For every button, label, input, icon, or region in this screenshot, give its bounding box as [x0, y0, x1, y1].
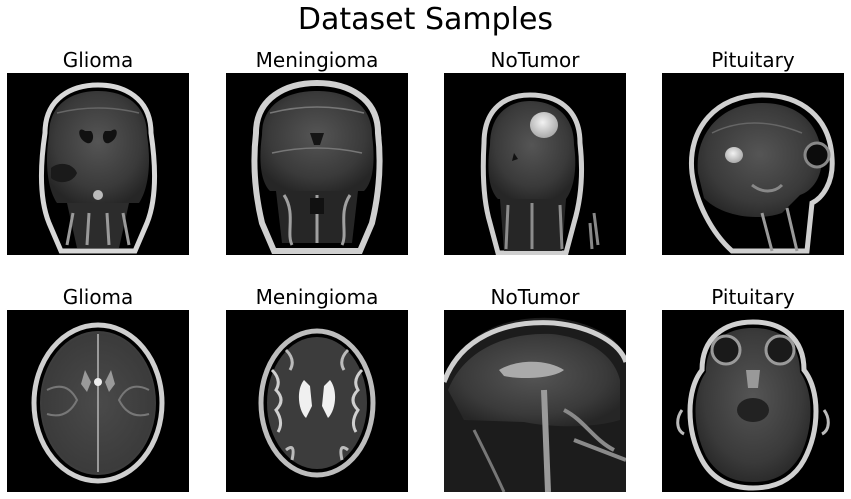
mri-image-pituitary-axial — [662, 310, 844, 492]
sample-label: Pituitary — [711, 285, 795, 309]
sample-label: NoTumor — [490, 285, 580, 309]
sample-label: Meningioma — [255, 285, 379, 309]
mri-image-pituitary-sagittal — [662, 73, 844, 255]
mri-image-meningioma-axial — [226, 310, 408, 492]
sample-label: Pituitary — [711, 48, 795, 72]
sample-label: Meningioma — [255, 48, 379, 72]
sample-label: Glioma — [62, 285, 134, 309]
figure-title: Dataset Samples — [297, 2, 554, 37]
mri-image-notumor-coronal — [444, 73, 626, 255]
sample-label: Glioma — [62, 48, 134, 72]
sample-label: NoTumor — [490, 48, 580, 72]
mri-image-notumor-sagittal — [444, 310, 626, 492]
mri-image-glioma-axial — [7, 310, 189, 492]
mri-image-meningioma-coronal — [226, 73, 408, 255]
mri-image-glioma-coronal — [7, 73, 189, 255]
